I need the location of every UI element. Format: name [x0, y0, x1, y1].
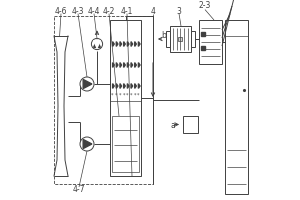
Text: 2-3: 2-3: [199, 1, 211, 10]
Polygon shape: [120, 63, 122, 67]
Text: *: *: [134, 92, 136, 98]
Bar: [199, 20, 222, 64]
Polygon shape: [112, 42, 114, 46]
Text: *: *: [130, 92, 132, 98]
Bar: [183, 116, 198, 133]
Polygon shape: [94, 41, 100, 48]
Text: 4-7: 4-7: [73, 184, 85, 194]
Polygon shape: [127, 63, 129, 67]
Polygon shape: [124, 63, 125, 67]
Polygon shape: [131, 84, 133, 88]
Circle shape: [92, 38, 103, 50]
Polygon shape: [116, 42, 118, 46]
Polygon shape: [135, 84, 136, 88]
Bar: [178, 37, 182, 41]
Polygon shape: [131, 63, 133, 67]
Polygon shape: [135, 63, 136, 67]
Text: *: *: [126, 92, 129, 98]
Bar: [167, 31, 170, 47]
Text: 4-6: 4-6: [55, 6, 67, 16]
Circle shape: [80, 77, 94, 91]
Bar: [191, 31, 195, 47]
Polygon shape: [120, 42, 122, 46]
Bar: [225, 20, 248, 194]
Text: b: b: [162, 30, 167, 40]
Text: *: *: [111, 92, 114, 98]
Bar: [170, 26, 191, 52]
Polygon shape: [127, 42, 129, 46]
Text: 4-2: 4-2: [103, 6, 115, 16]
Polygon shape: [138, 42, 140, 46]
Polygon shape: [124, 84, 125, 88]
Bar: [54, 16, 153, 184]
Text: 4-4: 4-4: [88, 6, 100, 16]
Polygon shape: [116, 84, 118, 88]
Polygon shape: [127, 84, 129, 88]
Polygon shape: [124, 42, 125, 46]
Polygon shape: [112, 84, 114, 88]
Polygon shape: [94, 40, 100, 47]
Text: *: *: [119, 92, 121, 98]
Text: 4: 4: [151, 6, 155, 16]
Polygon shape: [83, 79, 92, 89]
Polygon shape: [131, 42, 133, 46]
Text: 4-3: 4-3: [72, 6, 84, 16]
Polygon shape: [135, 42, 136, 46]
Text: *: *: [115, 92, 118, 98]
Polygon shape: [138, 84, 140, 88]
Polygon shape: [112, 63, 114, 67]
Text: *: *: [137, 92, 140, 98]
Polygon shape: [138, 63, 140, 67]
Polygon shape: [120, 84, 122, 88]
Text: 4-1: 4-1: [121, 6, 133, 16]
Bar: [110, 20, 141, 176]
Circle shape: [80, 137, 94, 151]
Polygon shape: [83, 139, 92, 149]
Polygon shape: [116, 63, 118, 67]
Text: a: a: [171, 120, 176, 130]
Text: 3: 3: [177, 6, 182, 16]
Text: *: *: [122, 92, 125, 98]
Bar: [112, 116, 139, 172]
